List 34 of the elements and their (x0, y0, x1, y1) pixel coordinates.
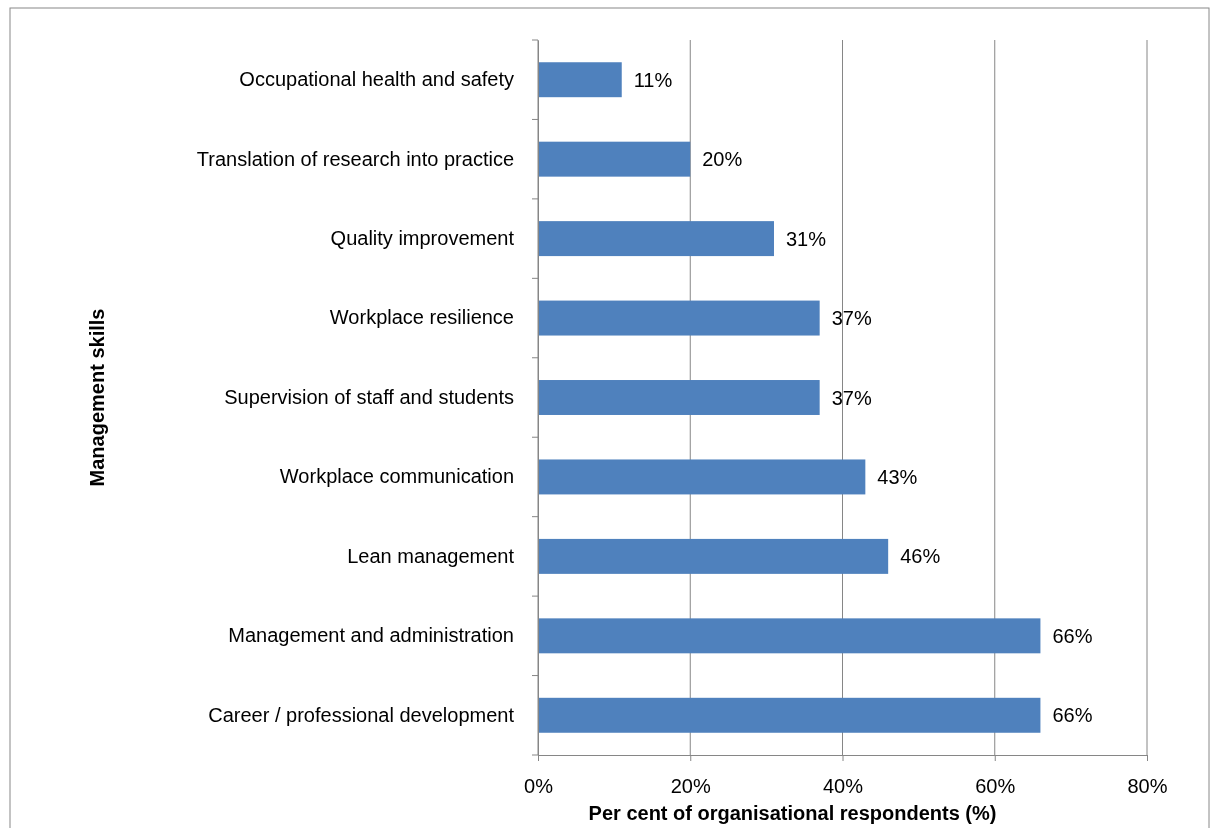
y-tick-label: Quality improvement (330, 227, 515, 250)
y-tick-label: Workplace communication (279, 465, 514, 488)
x-tick-label: 60% (975, 775, 1016, 798)
y-tick-label: Supervision of staff and students (224, 385, 514, 408)
y-tick-label: Management and administration (228, 624, 514, 647)
x-tick-label: 80% (1127, 775, 1168, 798)
data-label: 66% (1052, 624, 1093, 647)
data-label: 31% (785, 227, 827, 250)
data-label: 20% (702, 148, 743, 171)
x-tick-label: 20% (670, 775, 711, 798)
y-axis-title: Management skills (86, 308, 108, 487)
data-label: 37% (831, 386, 872, 409)
data-label: 37% (831, 307, 872, 330)
y-tick-label: Translation of research into practice (196, 147, 514, 170)
bar (538, 300, 820, 336)
bar (538, 697, 1041, 733)
data-label: 46% (900, 545, 941, 568)
bar (538, 618, 1041, 654)
y-tick-label: Lean management (347, 544, 515, 567)
bar (538, 459, 866, 495)
y-tick-label: Workplace resilience (329, 306, 514, 329)
data-label: 43% (877, 465, 918, 488)
bar (538, 538, 889, 574)
y-tick-label: Career / professional development (208, 703, 515, 726)
y-tick-label: Occupational health and safety (239, 68, 514, 91)
data-label: 11% (633, 68, 673, 91)
bar (538, 141, 691, 177)
x-tick-label: 40% (822, 775, 864, 798)
x-tick-label: 0% (524, 775, 554, 798)
bar (538, 221, 774, 257)
data-label: 66% (1052, 704, 1093, 727)
x-axis-title: Per cent of organisational respondents (%) (588, 802, 997, 824)
bar (538, 62, 622, 98)
bar (538, 380, 820, 415)
